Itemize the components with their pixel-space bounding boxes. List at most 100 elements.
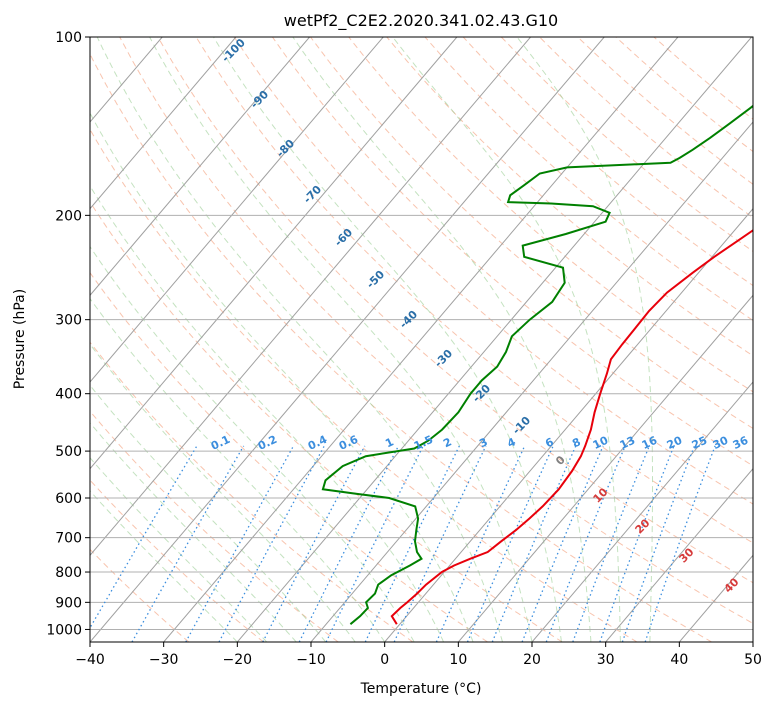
adiabat-label: -40 [397, 308, 420, 331]
mixing-ratio-label: 3 [477, 435, 489, 450]
moist-adiabat-line [292, 37, 592, 642]
dry-adiabat-line [386, 37, 753, 357]
y-tick-label: 1000 [46, 622, 82, 638]
y-tick-label: 900 [55, 595, 82, 611]
moist-adiabat-line [90, 422, 297, 642]
y-tick-label: 700 [55, 531, 82, 547]
mixing-ratio-line [298, 445, 400, 642]
mixing-ratio-line [466, 445, 554, 642]
dry-adiabat-line [348, 37, 753, 393]
moist-adiabat-line [90, 112, 474, 642]
x-tick-label: −30 [149, 652, 179, 668]
moist-adiabat-line [213, 37, 562, 642]
mixing-ratio-line [90, 445, 198, 630]
plot-frame [89, 36, 754, 643]
mixing-ratio-line [218, 445, 325, 642]
dry-adiabat-line [90, 479, 264, 642]
x-tick-label: 10 [449, 652, 467, 668]
adiabat-label: 30 [677, 545, 697, 565]
isotherm-line [384, 207, 753, 642]
sounding-profiles [321, 104, 753, 625]
y-tick-label: 400 [55, 387, 82, 403]
chart-title: wetPf2_C2E2.2020.341.02.43.G10 [284, 11, 558, 31]
x-tick-label: 0 [380, 652, 389, 668]
mixing-ratio-line [131, 445, 245, 642]
dry-adiabat-line [310, 37, 753, 430]
moist-adiabat-line [90, 490, 238, 642]
y-tick-label: 800 [55, 565, 82, 581]
x-axis: −40 −30 −20 −10 0 10 20 30 40 50 [75, 642, 762, 668]
isotherm-line [531, 381, 753, 642]
y-tick-label: 600 [55, 491, 82, 507]
isotherm-line [90, 37, 237, 210]
x-tick-label: 30 [597, 652, 615, 668]
mixing-ratio-label: 1.5 [412, 433, 435, 453]
y-axis-label: Pressure (hPa) [12, 289, 28, 389]
y-tick-label: 500 [55, 444, 82, 460]
adiabat-label: -10 [510, 414, 533, 437]
mixing-ratio-label: 10 [591, 434, 611, 452]
x-tick-label: −10 [296, 652, 326, 668]
isotherm-line [90, 37, 458, 470]
mixing-ratio-label: 4 [505, 435, 518, 450]
dry-adiabat-line [615, 37, 753, 153]
mixing-ratio-label: 16 [640, 434, 660, 452]
mixing-ratio-line [521, 445, 604, 642]
dewpoint-profile-line [321, 104, 753, 625]
mixing-ratio-label: 8 [570, 435, 582, 450]
isotherm-line [236, 37, 752, 642]
dry-adiabat-line [271, 37, 753, 467]
moist-adiabats [90, 37, 653, 642]
x-axis-label: Temperature (°C) [360, 681, 482, 697]
dry-adiabat-line [119, 37, 753, 624]
dry-adiabat-line [233, 37, 753, 505]
isotherm-line [163, 37, 679, 642]
dry-adiabat-line [539, 37, 753, 219]
mixing-ratio-line [393, 445, 487, 642]
adiabat-label: 40 [722, 575, 742, 595]
isotherm-line [90, 37, 531, 557]
isotherm-line [310, 121, 753, 642]
adiabat-label: -80 [274, 137, 297, 160]
moist-adiabat-line [149, 37, 533, 642]
mixing-ratio-line [572, 445, 650, 642]
isotherm-line [90, 37, 310, 297]
dry-adiabat-line [462, 37, 753, 287]
adiabat-label: 20 [633, 516, 653, 536]
mixing-ratio-line [185, 445, 295, 642]
dry-adiabat-line [90, 410, 339, 642]
moist-adiabat-line [90, 343, 356, 642]
adiabat-label: -70 [301, 183, 324, 206]
mixing-ratio-label: 30 [711, 434, 731, 452]
x-tick-label: 20 [523, 652, 541, 668]
isotherm-line [457, 294, 753, 642]
mixing-ratio-label: 0.6 [337, 433, 360, 453]
mixing-ratio-label: 0.2 [256, 433, 279, 453]
dry-adiabat-line [157, 37, 753, 584]
mixing-ratio-label: 2 [441, 435, 453, 450]
isotherm-line [90, 37, 384, 383]
mixing-ratio-label: 36 [731, 434, 751, 452]
mixing-ratio-line [599, 445, 675, 642]
moist-adiabat-line [90, 185, 445, 642]
adiabat-label: -100 [219, 36, 248, 65]
y-tick-label: 300 [55, 313, 82, 329]
isotherm-line [605, 467, 753, 642]
mixing-ratio-labels: 0.1 0.2 0.4 0.6 1 1.5 2 3 4 6 8 10 13 16 20 25 30 36 [209, 433, 751, 453]
dry-adiabat-line [90, 341, 414, 642]
y-tick-label: 200 [55, 208, 82, 224]
adiabat-label: 10 [591, 485, 611, 505]
mixing-ratio-line [325, 445, 424, 642]
moist-adiabat-line [516, 37, 653, 642]
dry-adiabat-line [90, 128, 638, 642]
dry-adiabat-line [90, 548, 190, 642]
adiabat-label: -60 [332, 226, 355, 249]
adiabat-label: -50 [364, 268, 387, 291]
mixing-ratio-lines [90, 445, 716, 642]
isotherm-line [678, 554, 753, 642]
dry-adiabat-line [90, 271, 488, 642]
isotherm-line [90, 37, 605, 642]
y-tick-label: 100 [55, 30, 82, 46]
